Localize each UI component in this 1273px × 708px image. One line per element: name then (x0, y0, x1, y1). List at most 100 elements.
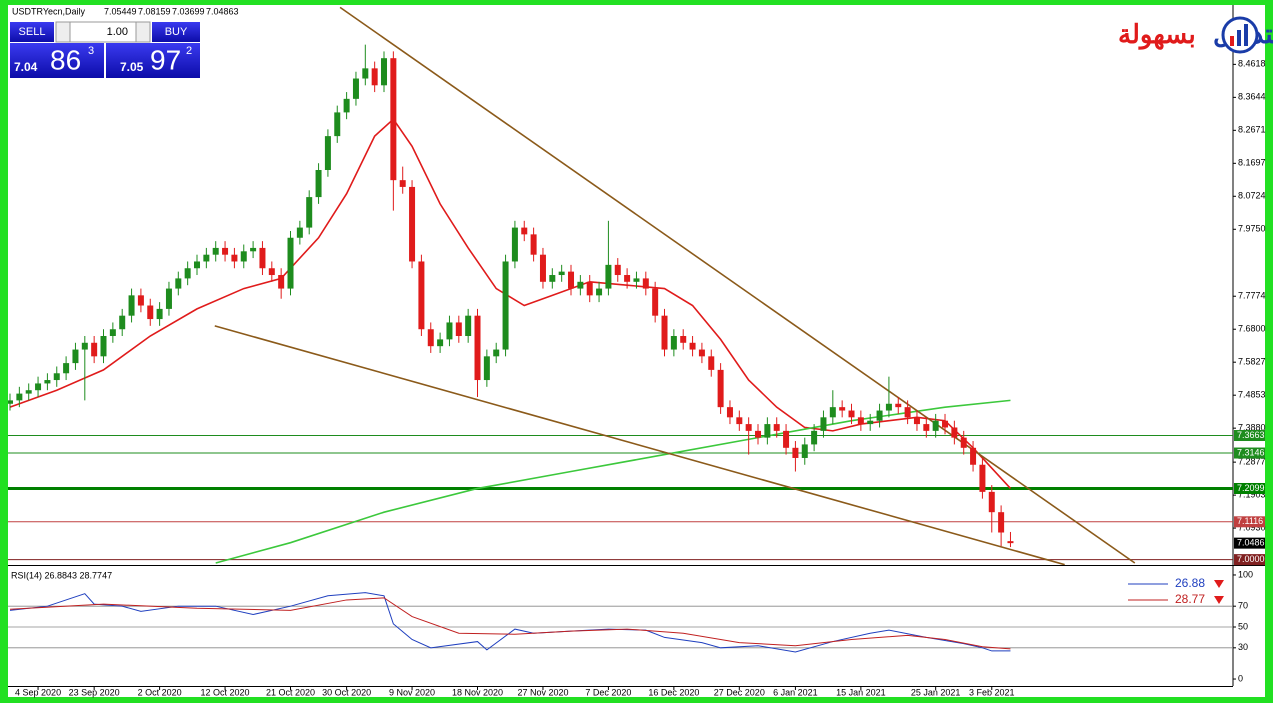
sell-button[interactable] (10, 22, 54, 42)
level-label: 7.2099 (1237, 483, 1265, 493)
x-tick-label: 18 Nov 2020 (452, 687, 503, 697)
logo-icon (1244, 24, 1248, 46)
candle-body (867, 420, 874, 425)
candle-body (268, 268, 275, 276)
candle-body (726, 407, 733, 418)
candle-body (642, 278, 649, 289)
candle-body (63, 363, 70, 374)
price-small: 7.05 (120, 60, 144, 74)
candle-body (923, 424, 930, 431)
y-tick-label: 7.1903 (1238, 490, 1266, 500)
price-big: 97 (150, 44, 181, 75)
candle-body (194, 261, 201, 269)
candle-body (904, 407, 911, 418)
candle-body (306, 197, 313, 228)
buy-price[interactable] (106, 43, 200, 78)
candle-body (212, 247, 219, 255)
candle-body (465, 315, 472, 337)
candle-body (932, 420, 939, 431)
sell-price[interactable] (10, 43, 104, 78)
x-tick-label: 15 Jan 2021 (836, 687, 886, 697)
candle-body (708, 356, 715, 370)
candle-body (829, 407, 836, 418)
x-tick-label: 16 Dec 2020 (648, 687, 699, 697)
candle-body (352, 78, 359, 99)
candle-body (998, 512, 1005, 533)
symbol: USDTRYecn,Daily (12, 6, 86, 16)
ohlc-value: 7.03699 (172, 6, 205, 16)
candle-body (390, 58, 397, 181)
candle-body (820, 417, 827, 431)
candle-body (624, 275, 631, 282)
level-label: 7.1116 (1237, 516, 1263, 526)
candle-body (259, 247, 266, 269)
candle-body (689, 342, 696, 350)
buy-button[interactable] (152, 22, 200, 42)
price-box (1234, 537, 1265, 549)
rsi-tick-label: 0 (1238, 673, 1243, 683)
candle-body (231, 254, 238, 262)
candle-body (81, 342, 88, 350)
level-box (1234, 516, 1265, 528)
candle-body (483, 356, 490, 381)
candle-body (773, 424, 780, 431)
candle-body (605, 264, 612, 289)
lot-up[interactable] (135, 21, 151, 43)
candle-body (128, 295, 135, 316)
indicator-line (9, 117, 1012, 490)
lot-down[interactable] (55, 21, 71, 43)
level-label: 7.0000 (1237, 554, 1265, 564)
ohlc-value: 7.04863 (206, 6, 239, 16)
candle-body (539, 254, 546, 282)
indicator-line (214, 325, 1065, 565)
candle-body (783, 430, 790, 448)
candle-body (811, 430, 818, 445)
x-tick-label: 30 Oct 2020 (322, 687, 371, 697)
y-tick-label: 8.3644 (1238, 92, 1266, 102)
lot-value: 1.00 (107, 26, 128, 38)
candle-body (184, 268, 191, 279)
x-tick-label: 23 Sep 2020 (69, 687, 120, 697)
x-tick-label: 25 Jan 2021 (911, 687, 961, 697)
rsi-tick-label: 70 (1238, 601, 1248, 611)
rsi-tick-label: 100 (1238, 569, 1253, 579)
candle-body (362, 68, 369, 79)
y-tick-label: 8.2671 (1238, 125, 1266, 135)
x-tick-label: 7 Dec 2020 (585, 687, 631, 697)
x-tick-label: 27 Dec 2020 (714, 687, 765, 697)
candle-body (493, 349, 500, 357)
legend-arrow (1214, 596, 1224, 604)
candle-body (942, 420, 949, 428)
y-tick-label: 7.6800 (1238, 324, 1266, 334)
candle-body (381, 58, 388, 86)
indicator-line (215, 399, 1011, 564)
legend-label: 28.77 (1175, 592, 1205, 606)
candle-body (652, 288, 659, 316)
price-big: 86 (50, 44, 81, 75)
chart-bg (8, 5, 1265, 697)
candle-body (661, 315, 668, 350)
candle-body (371, 68, 378, 86)
candle-body (156, 308, 163, 320)
x-tick-label: 6 Jan 2021 (773, 687, 818, 697)
level-box (1234, 482, 1265, 494)
candle-body (44, 380, 51, 384)
candle-body (455, 322, 462, 337)
candle-body (91, 342, 98, 357)
candle-body (119, 315, 126, 330)
price-sup: 2 (186, 45, 192, 57)
candle-body (35, 383, 42, 391)
candle-body (596, 288, 603, 296)
candle-body (296, 227, 303, 238)
price-small: 7.04 (14, 60, 38, 74)
candle-body (670, 336, 677, 350)
sell-label: SELL (19, 26, 46, 38)
x-tick-label: 4 Sep 2020 (15, 687, 61, 697)
candle-body (53, 373, 60, 381)
y-tick-label: 8.4618 (1238, 59, 1266, 69)
candle-body (988, 491, 995, 513)
level-box (1234, 554, 1265, 566)
y-tick-label: 7.2877 (1238, 457, 1266, 467)
candle-body (568, 271, 575, 289)
